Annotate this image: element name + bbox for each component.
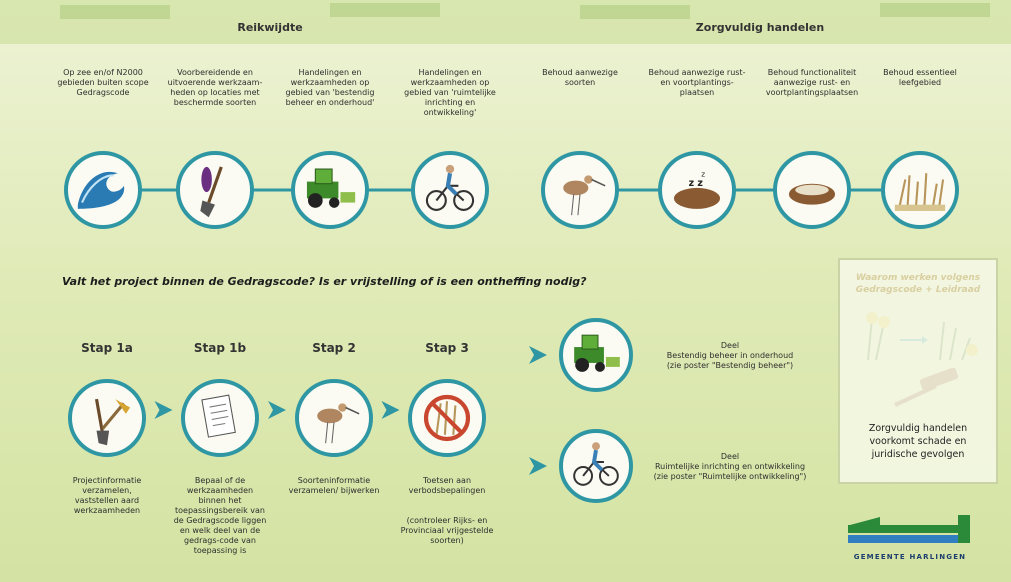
icon (789, 184, 835, 205)
sidebar-text: Zorgvuldig handelen voorkomt schade en j… (850, 422, 986, 461)
item-text: Behoud aanwezige soorten (530, 68, 630, 88)
section-title: Reikwijdte (230, 23, 310, 33)
step-text: Soorteninformatie verzamelen/ bijwerken (287, 476, 381, 496)
item-text: Voorbereidende en uitvoerende werkzaam-h… (165, 68, 265, 108)
item-text: Behoud aanwezige rust- en voortplantings… (647, 68, 747, 98)
item-text: Op zee en/of N2000 gebieden buiten scope… (53, 68, 153, 98)
page: {"header":{"left_title":"Reikwijdte","ri… (0, 0, 1011, 582)
icon (202, 395, 235, 437)
item-text: Handelingen en werkzaamheden op gebied v… (280, 68, 380, 108)
logo-text: GEMEENTE HARLINGEN (830, 553, 990, 561)
branch-text: Bestendig beheer in onderhoud (640, 351, 820, 361)
item-text: Handelingen en werkzaamheden op gebied v… (400, 68, 500, 118)
step-text: Bepaal of de werkzaamheden binnen het to… (173, 476, 267, 556)
branch-note: (zie poster "Ruimtelijke ontwikkeling") (640, 472, 820, 482)
branch-title: Deel (640, 452, 820, 462)
question: Valt het project binnen de Gedragscode? … (62, 275, 586, 288)
branch-note: (zie poster "Bestendig beheer") (640, 361, 820, 371)
sidebar: Waarom werken volgens Gedragscode + Leid… (838, 258, 998, 484)
step-label: Stap 1b (175, 343, 265, 353)
sidebar-title: Waarom werken volgens Gedragscode + Leid… (840, 272, 996, 296)
item-text: Behoud functionaliteit aanwezige rust- e… (762, 68, 862, 98)
step-note: (controleer Rijks- en Provinciaal vrijge… (400, 516, 494, 546)
icon-circle (178, 153, 252, 227)
step-label: Stap 1a (62, 343, 152, 353)
item-text: Behoud essentieel leefgebied (870, 68, 970, 88)
step-label: Stap 2 (289, 343, 379, 353)
section-title: Zorgvuldig handelen (690, 23, 830, 33)
branch-text: Ruimtelijke inrichting en ontwikkeling (640, 462, 820, 472)
step-text: Projectinformatie verzamelen, vaststelle… (60, 476, 154, 516)
branch-title: Deel (640, 341, 820, 351)
step-text: Toetsen aan verbodsbepalingen (400, 476, 494, 496)
icon-circle (883, 153, 957, 227)
step-label: Stap 3 (402, 343, 492, 353)
